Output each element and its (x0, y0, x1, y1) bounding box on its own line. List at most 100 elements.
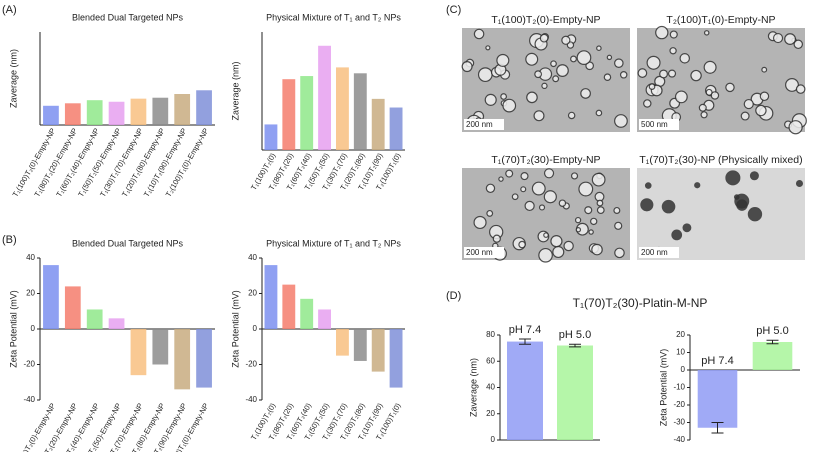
particle (500, 93, 508, 100)
bar (130, 98, 147, 125)
bar (152, 97, 169, 125)
particle (710, 91, 720, 100)
particle (588, 229, 594, 235)
particle (682, 223, 692, 233)
bar (152, 329, 169, 365)
chart-title: Blended Dual Targeted NPs (72, 12, 183, 22)
y-axis-label: Zaverage (nm) (8, 49, 18, 108)
bar (353, 73, 367, 150)
particle (747, 207, 763, 222)
error-bar (519, 338, 531, 345)
particle (703, 60, 717, 74)
particle (761, 66, 768, 73)
particle (749, 171, 759, 181)
particle (640, 198, 654, 212)
particle (671, 229, 683, 241)
micrograph-caption: T₁(70)T₂(30)-Empty-NP (491, 154, 600, 166)
y-tick-label: -40 (23, 395, 35, 404)
particle (485, 183, 496, 194)
bar (174, 94, 191, 125)
y-tick-label: 40 (26, 253, 35, 262)
particle (543, 190, 557, 204)
particle (740, 111, 750, 121)
panel-label: (C) (446, 4, 461, 16)
particle (552, 245, 565, 259)
bar (86, 309, 103, 329)
bar (318, 309, 331, 329)
particle (498, 176, 504, 182)
y-tick-label: 40 (248, 253, 257, 262)
particle (667, 69, 677, 78)
particle (584, 206, 593, 215)
particle (567, 111, 576, 120)
particle (795, 84, 806, 94)
y-tick-label: 40 (486, 383, 495, 392)
panel-label: (B) (2, 234, 17, 246)
bar (86, 100, 103, 125)
particle (643, 99, 652, 108)
bar (300, 298, 314, 329)
particle (539, 33, 549, 43)
chart-title: Physical Mixture of T₁ and T₂ NPs (266, 12, 401, 22)
y-axis-label: Zeta Potential (mV) (230, 290, 240, 368)
particle (595, 109, 603, 117)
particle (591, 172, 606, 187)
y-tick-label: 0 (253, 324, 258, 333)
y-tick-label: 20 (248, 289, 257, 298)
y-axis-label: Zeta Potential (mV) (658, 349, 668, 427)
bar (752, 342, 793, 370)
particle (534, 70, 543, 79)
bar (282, 284, 296, 329)
particle (725, 170, 741, 186)
particle (759, 91, 770, 102)
particle (558, 199, 567, 207)
bar (196, 329, 212, 388)
particle (655, 25, 669, 40)
particle (505, 169, 514, 178)
error-bar (711, 422, 724, 434)
particle (659, 69, 668, 79)
y-tick-label: 60 (486, 356, 495, 365)
bar (371, 98, 385, 150)
panel-label: (A) (2, 4, 17, 16)
y-tick-label: -20 (23, 360, 35, 369)
chart-title: Blended Dual Targeted NPs (72, 238, 183, 248)
particle (541, 82, 548, 90)
bar (108, 318, 125, 329)
bar (507, 341, 543, 440)
particle (524, 200, 535, 212)
y-tick-label: 20 (26, 289, 35, 298)
y-tick-label: 0 (491, 435, 496, 444)
particle (596, 199, 604, 207)
particle (538, 247, 553, 263)
particle (795, 180, 804, 188)
particle (473, 215, 487, 230)
y-tick-label: 0 (681, 365, 686, 374)
particle (614, 114, 628, 128)
particle (525, 52, 539, 66)
particle (725, 82, 735, 93)
particle (669, 30, 678, 39)
bar (130, 329, 147, 376)
bar (353, 329, 367, 361)
particle (518, 240, 526, 249)
bar (557, 345, 593, 440)
particle (533, 110, 545, 122)
bar (282, 79, 296, 150)
particle (526, 91, 538, 104)
category-label: pH 5.0 (559, 329, 591, 341)
bar (43, 265, 59, 329)
particle (733, 194, 740, 200)
particle (502, 98, 517, 113)
particle (520, 172, 529, 181)
particle (576, 50, 592, 65)
particle (580, 88, 591, 99)
y-axis-label: Zeta Potential (mV) (8, 290, 18, 368)
error-bar (766, 339, 779, 345)
particle (614, 221, 623, 230)
y-tick-label: 20 (676, 330, 685, 339)
particle (674, 90, 688, 104)
particle (644, 182, 652, 189)
category-label: pH 7.4 (701, 355, 733, 367)
